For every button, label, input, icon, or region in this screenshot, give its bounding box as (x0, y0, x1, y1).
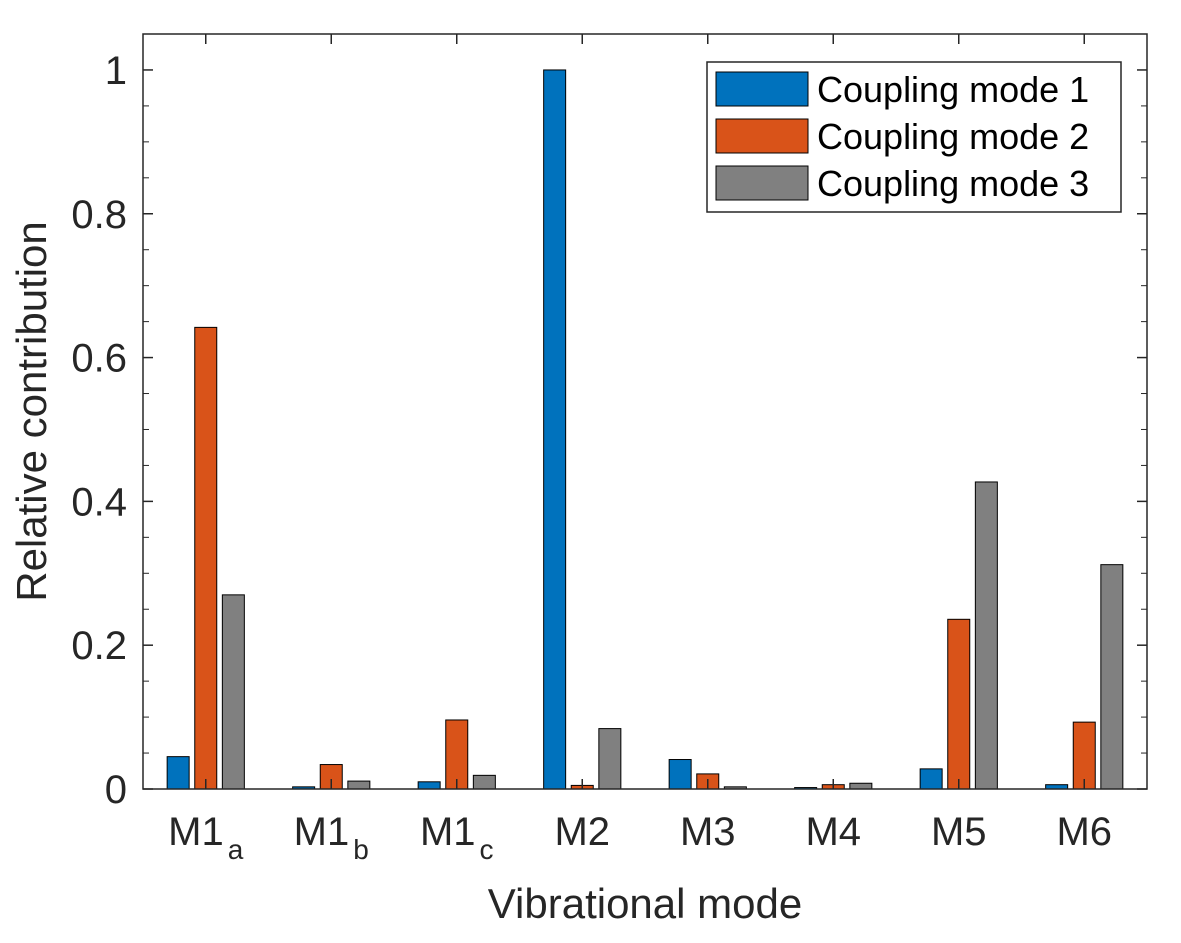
axes-box (142, 33, 1148, 790)
bar-m1a-series-1 (166, 756, 190, 790)
bar-m1b-series-3 (347, 780, 371, 790)
bar-m6-series-3 (1100, 564, 1124, 790)
legend-label-series-1: Coupling mode 1 (817, 69, 1089, 110)
legend-label-series-3: Coupling mode 3 (817, 163, 1089, 204)
legend-swatch-series-3 (715, 165, 809, 201)
x-tick-label: M1 b (294, 810, 369, 865)
bar-m1c-series-1 (417, 781, 441, 790)
bar-m1c-series-3 (472, 774, 496, 790)
bar-m1a-series-2 (194, 326, 218, 790)
bar-m5-series-1 (919, 768, 943, 790)
legend-swatch-series-1 (715, 71, 809, 107)
x-tick-labels: M1 a M1 b M1 c M2 M3 M4 M5 M6 (168, 810, 1112, 865)
bar-m1c-series-2 (445, 719, 469, 790)
legend: Coupling mode 1 Coupling mode 2 Coupling m… (706, 61, 1122, 213)
bars-layer (166, 69, 1124, 790)
x-tick-label: M3 (680, 810, 736, 854)
legend-swatch-series-2 (715, 118, 809, 154)
bar-m5-series-3 (974, 481, 998, 790)
y-tick-label: 1 (105, 49, 127, 93)
y-tick-labels: 0 0.2 0.4 0.6 0.8 1 (71, 49, 127, 812)
bar-m4-series-3 (849, 782, 873, 790)
y-tick-label: 0.8 (71, 193, 127, 237)
x-tick-label: M1 c (420, 810, 494, 865)
bar-m2-series-3 (598, 728, 622, 790)
bar-m2-series-1 (543, 69, 567, 790)
bar-m3-series-1 (668, 759, 692, 790)
x-tick-label: M5 (931, 810, 987, 854)
y-tick-label: 0.6 (71, 337, 127, 381)
bar-m5-series-2 (947, 618, 971, 790)
ticks-layer (143, 34, 1147, 790)
x-tick-label: M1 a (168, 810, 244, 865)
bar-m6-series-2 (1072, 721, 1096, 790)
legend-items: Coupling mode 1 Coupling mode 2 Coupling m… (715, 69, 1089, 204)
x-tick-label: M6 (1056, 810, 1112, 854)
legend-label-series-2: Coupling mode 2 (817, 116, 1089, 157)
bar-m1a-series-3 (221, 594, 245, 790)
y-tick-label: 0.2 (71, 624, 127, 668)
y-tick-label: 0.4 (71, 480, 127, 524)
x-axis-label: Vibrational mode (488, 880, 802, 927)
y-tick-label: 0 (105, 768, 127, 812)
x-tick-label: M2 (554, 810, 610, 854)
x-tick-label: M4 (805, 810, 861, 854)
y-axis-label: Relative contribution (8, 221, 55, 602)
